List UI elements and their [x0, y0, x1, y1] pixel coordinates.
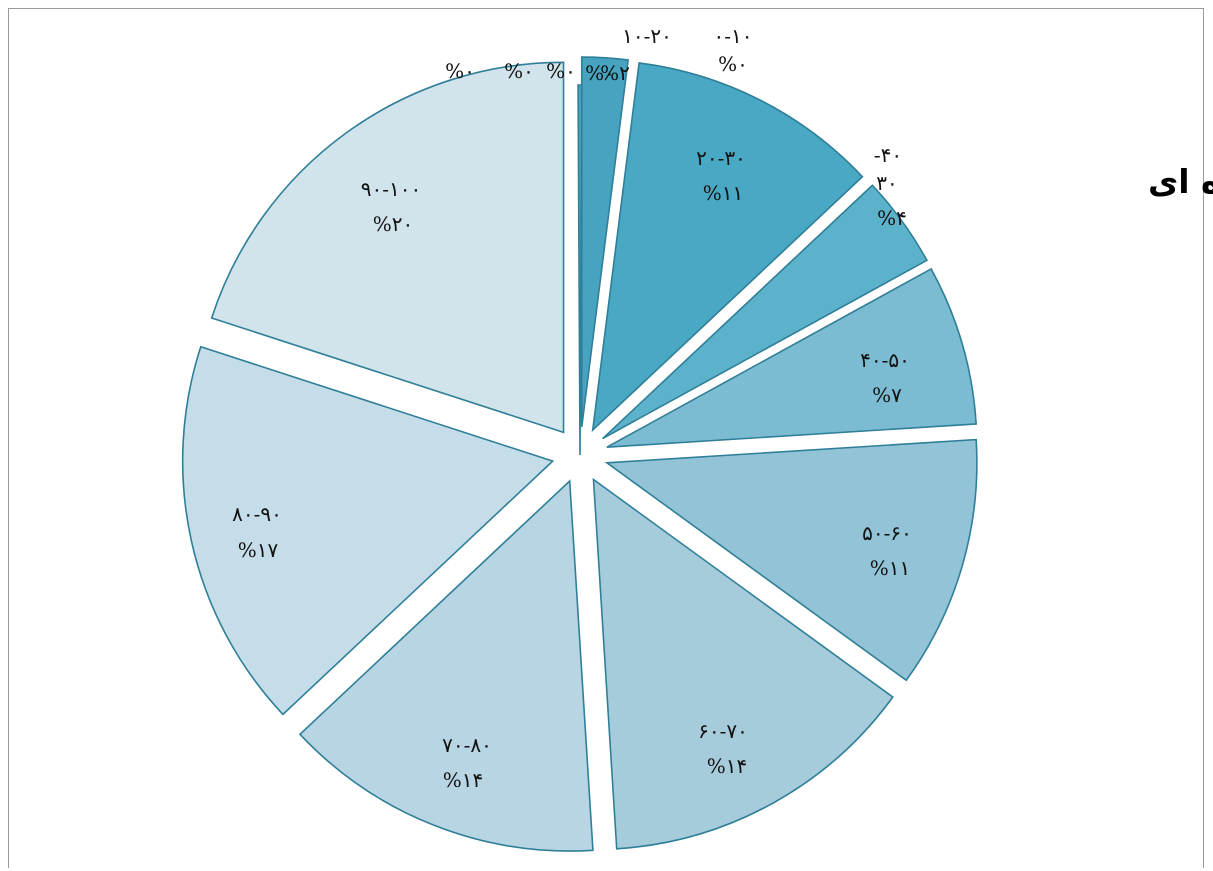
slice-category-label: ۱۰-۲۰: [622, 24, 672, 48]
slice-percent-label: %۱۱: [870, 556, 911, 580]
slice-category-label: ۰-۱۰: [714, 24, 753, 48]
slice-percent-label: %۷: [872, 383, 902, 407]
slice-percent-label: %۰: [718, 52, 748, 76]
pie-slice: [298, 479, 594, 852]
slice-category-label: ۶۰-۷۰: [698, 719, 748, 743]
pie-slice: [181, 345, 555, 716]
slice-percent-label: %۰: [585, 61, 615, 85]
slice-percent-label: %۱۷: [238, 538, 279, 562]
pie-slice: [210, 61, 565, 434]
slice-percent-label: %۰: [546, 59, 576, 83]
slice-percent-label: %۰: [504, 59, 534, 83]
slice-category-label: ۲۰-۳۰: [696, 146, 746, 170]
pie-slice: [602, 184, 928, 440]
slice-category-label: -۴۰: [874, 143, 902, 167]
slice-category-label: ۴۰-۵۰: [860, 348, 910, 372]
pie-slice: [592, 477, 894, 850]
slice-percent-label: %۲: [600, 61, 630, 85]
pie-slice: [606, 267, 978, 448]
slice-category-label: ۹۰-۱۰۰: [361, 177, 421, 201]
slice-category-label: ۳۰: [876, 171, 897, 195]
slice-category-label: ۵۰-۶۰: [862, 521, 912, 545]
chart-title: نمودار دایره ای: [1148, 162, 1213, 202]
slice-percent-label: %۱۱: [703, 181, 744, 205]
slice-percent-label: %۱۴: [443, 768, 484, 792]
slice-category-label: ۸۰-۹۰: [232, 502, 282, 526]
slice-percent-label: %۲۰: [373, 212, 414, 236]
pie-slice: [580, 56, 630, 428]
slice-percent-label: %۰: [445, 59, 475, 83]
slice-category-label: ۷۰-۸۰: [442, 733, 492, 757]
pie-slice: [604, 438, 978, 682]
pie-slice: [591, 62, 864, 433]
slice-percent-label: %۱۴: [707, 754, 748, 778]
slice-percent-label: %۴: [877, 206, 907, 230]
